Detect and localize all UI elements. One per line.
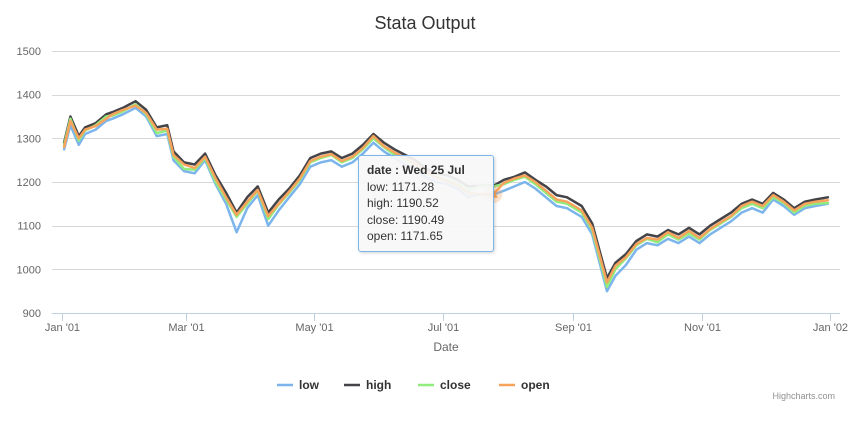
tooltip-row-close: close: 1190.49 — [367, 212, 445, 227]
tooltip-title: date : Wed 25 Jul — [367, 163, 465, 177]
x-axis: Jan '01 Mar '01 May '01 Jul '01 Sep '01 Nov '… — [45, 313, 848, 334]
x-tick-label: May '01 — [295, 322, 333, 334]
x-tick-label: Sep '01 — [555, 322, 592, 334]
x-tick-label: Jan '01 — [45, 322, 80, 334]
legend[interactable]: low high close open — [277, 378, 550, 392]
legend-label-close: close — [440, 378, 471, 392]
chart-title: Stata Output — [374, 13, 475, 33]
y-tick-label: 1000 — [17, 264, 41, 276]
tooltip: date : Wed 25 Jul low: 1171.28 high: 119… — [358, 155, 494, 252]
x-axis-title: Date — [433, 340, 459, 354]
x-tick-label: Mar '01 — [168, 322, 204, 334]
legend-item-high[interactable]: high — [344, 378, 391, 392]
legend-label-high: high — [366, 378, 391, 392]
credits-link[interactable]: Highcharts.com — [772, 391, 835, 401]
y-tick-label: 1400 — [17, 90, 41, 102]
y-tick-label: 1200 — [17, 177, 41, 189]
x-tick-label: Nov '01 — [684, 322, 721, 334]
y-tick-label: 1300 — [17, 133, 41, 145]
y-tick-label: 900 — [23, 308, 41, 320]
legend-label-open: open — [521, 378, 550, 392]
y-tick-label: 1100 — [17, 221, 41, 233]
tooltip-row-high: high: 1190.52 — [367, 196, 439, 210]
x-tick-label: Jul '01 — [428, 322, 459, 334]
tooltip-row-open: open: 1171.65 — [367, 229, 443, 243]
legend-label-low: low — [299, 378, 320, 392]
legend-item-low[interactable]: low — [277, 378, 320, 392]
legend-item-close[interactable]: close — [418, 378, 471, 392]
y-axis-labels: 900 1000 1100 1200 1300 1400 1500 — [17, 46, 41, 320]
legend-item-open[interactable]: open — [499, 378, 550, 392]
y-tick-label: 1500 — [17, 46, 41, 58]
x-tick-label: Jan '02 — [813, 322, 848, 334]
tooltip-row-low: low: 1171.28 — [367, 179, 435, 194]
